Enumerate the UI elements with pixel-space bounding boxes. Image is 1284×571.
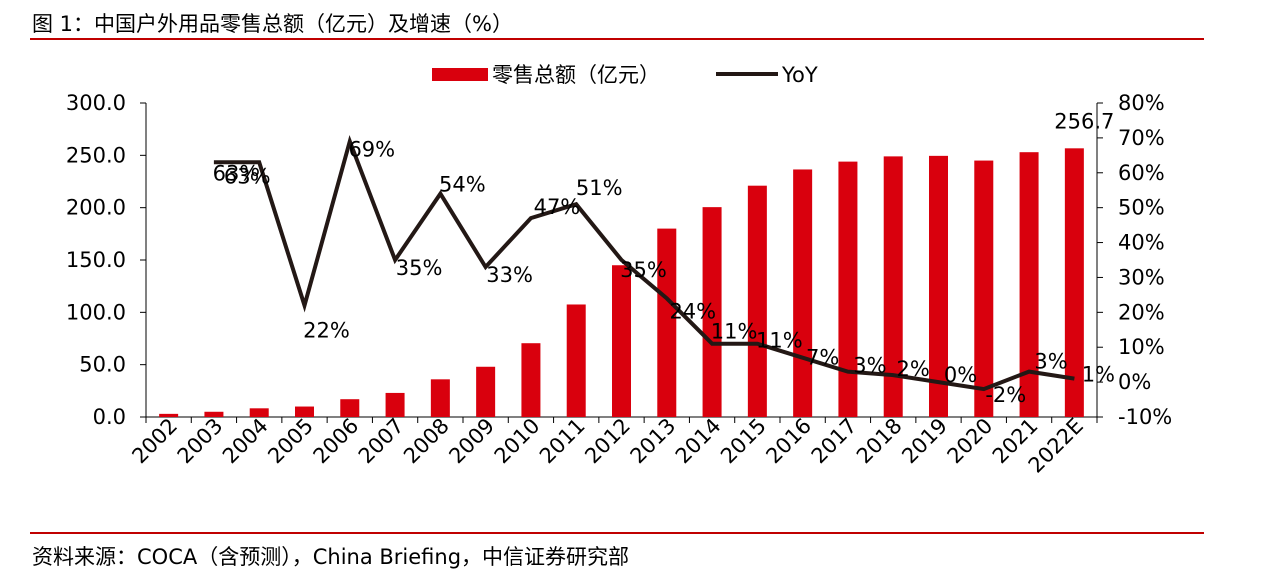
yoy-data-label: 3% [1034,350,1067,374]
bottom-rule [30,532,1204,534]
yoy-data-label: 3% [853,354,886,378]
yoy-data-label: 24% [669,299,716,323]
left-tick-label: 50.0 [79,353,126,377]
bar [838,162,857,417]
yoy-data-label: 11% [711,320,758,344]
left-tick-label: 100.0 [66,300,126,324]
x-tick-label: 2014 [671,414,726,469]
yoy-data-label: 0% [944,363,977,387]
x-tick-label: 2015 [716,414,771,469]
yoy-data-label: 1% [1082,363,1115,387]
legend-bar-swatch [432,68,488,81]
yoy-data-label: 11% [756,329,803,353]
yoy-data-label: 35% [620,258,667,282]
right-tick-label: 40% [1118,231,1165,255]
yoy-data-label: 7% [806,346,839,370]
yoy-data-label: 22% [303,318,350,342]
legend-bar-label: 零售总额（亿元） [492,63,660,87]
x-tick-label: 2011 [535,414,590,469]
x-tick-label: 2019 [897,414,952,469]
right-tick-label: 0% [1118,370,1151,394]
x-tick-label: 2012 [580,414,635,469]
left-tick-label: 150.0 [66,248,126,272]
bar [340,399,359,417]
bar [748,186,767,417]
bar [521,343,540,417]
x-tick-label: 2013 [626,414,681,469]
legend-line-label: YoY [781,63,818,87]
right-tick-label: 10% [1118,335,1165,359]
x-tick-label: 2002 [127,414,182,469]
bar-value-label: 256.7 [1054,109,1114,133]
yoy-data-label: 47% [534,195,581,219]
source-note: 资料来源：COCA（含预测），China Briefing，中信证券研究部 [32,541,629,571]
bar [386,393,405,417]
bar [250,408,269,417]
right-tick-label: 70% [1118,126,1165,150]
bar [1020,152,1039,417]
x-tick-label: 2006 [309,414,364,469]
x-tick-label: 2003 [173,414,228,469]
bar [295,407,314,417]
x-tick-label: 2008 [399,414,454,469]
yoy-data-label: 54% [439,173,486,197]
yoy-data-label: 63% [224,164,271,188]
x-tick-label: 2005 [263,414,318,469]
x-tick-label: 2007 [354,414,409,469]
x-tick-label: 2017 [807,414,862,469]
right-tick-label: 50% [1118,196,1165,220]
bar [612,265,631,417]
yoy-data-label: 35% [396,256,443,280]
legend: 零售总额（亿元） YoY [432,63,818,87]
right-tick-label: 60% [1118,161,1165,185]
yoy-data-label: 51% [576,176,623,200]
left-tick-label: 300.0 [66,91,126,115]
bar [159,414,178,417]
right-tick-label: -10% [1118,405,1172,429]
yoy-data-label: -2% [985,383,1026,407]
bar [204,412,223,417]
bar [793,169,812,417]
right-tick-label: 80% [1118,91,1165,115]
yoy-data-label: 33% [486,263,533,287]
right-tick-label: 20% [1118,300,1165,324]
x-tick-label: 2018 [852,414,907,469]
x-tick-label: 2004 [218,414,273,469]
x-tick-label: 2016 [761,414,816,469]
bar [476,367,495,417]
right-tick-label: 30% [1118,265,1165,289]
bar [431,379,450,417]
x-tick-label: 2020 [943,414,998,469]
x-tick-label: 2009 [444,414,499,469]
x-tick-label: 2010 [490,414,545,469]
left-tick-label: 0.0 [93,405,126,429]
yoy-data-label: 2% [897,357,930,381]
yoy-data-label: 69% [348,137,395,161]
bar [567,304,586,417]
left-tick-label: 200.0 [66,196,126,220]
left-tick-label: 250.0 [66,143,126,167]
